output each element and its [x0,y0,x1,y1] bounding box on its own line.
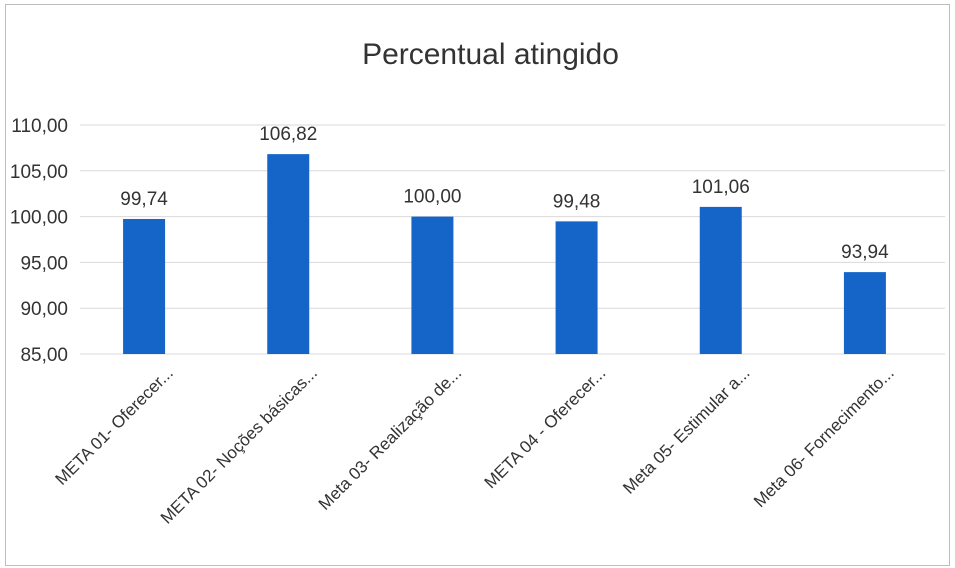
y-axis-ticks: 85,00 90,00 95,00 100,00 105,00 110,00 [10,116,68,366]
category-label: META 02- Noções básicas... [157,363,321,527]
y-tick-label: 90,00 [20,299,68,320]
category-label: Meta 03- Realização de... [315,363,465,513]
bar [123,218,166,354]
bar [699,206,742,354]
category-label: META 04 - Oferecer... [481,363,610,492]
y-tick-label: 100,00 [10,208,68,229]
bar [411,216,454,354]
chart-title: Percentual atingido [362,38,619,71]
category-labels: META 01- Oferecer...META 02- Noções bási… [51,363,897,527]
y-tick-label: 105,00 [10,162,68,183]
bar-value-label: 93,94 [841,242,889,263]
bar [843,272,886,354]
y-tick-label: 110,00 [11,116,68,137]
bar-value-label: 101,06 [692,177,750,198]
bar [555,221,598,354]
bar [267,154,310,354]
data-labels: 99,74 106,82 100,00 99,48 101,06 93,94 [120,124,889,263]
bar-value-label: 106,82 [259,124,317,145]
bar-value-label: 100,00 [403,187,461,208]
category-label: META 01- Oferecer... [51,363,176,488]
bar-value-label: 99,74 [120,189,168,210]
bar-value-label: 99,48 [553,191,601,212]
category-label: Meta 05- Estimular a... [619,363,753,497]
y-tick-label: 85,00 [20,345,68,366]
y-tick-label: 95,00 [20,253,68,274]
gridlines [80,124,945,355]
bars [123,154,886,354]
category-label: Meta 06- Fornecimento... [750,363,898,511]
